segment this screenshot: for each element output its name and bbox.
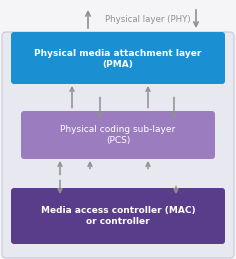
Text: Physical layer (PHY): Physical layer (PHY) (105, 15, 191, 24)
FancyBboxPatch shape (21, 111, 215, 159)
Text: Physical coding sub-layer: Physical coding sub-layer (60, 126, 176, 134)
FancyBboxPatch shape (11, 32, 225, 84)
FancyBboxPatch shape (11, 188, 225, 244)
Text: (PMA): (PMA) (103, 60, 133, 68)
FancyBboxPatch shape (2, 32, 234, 258)
Text: Physical media attachment layer: Physical media attachment layer (34, 48, 202, 57)
Text: or controller: or controller (86, 218, 150, 227)
Text: (PCS): (PCS) (106, 136, 130, 146)
Text: Media access controller (MAC): Media access controller (MAC) (41, 205, 195, 214)
